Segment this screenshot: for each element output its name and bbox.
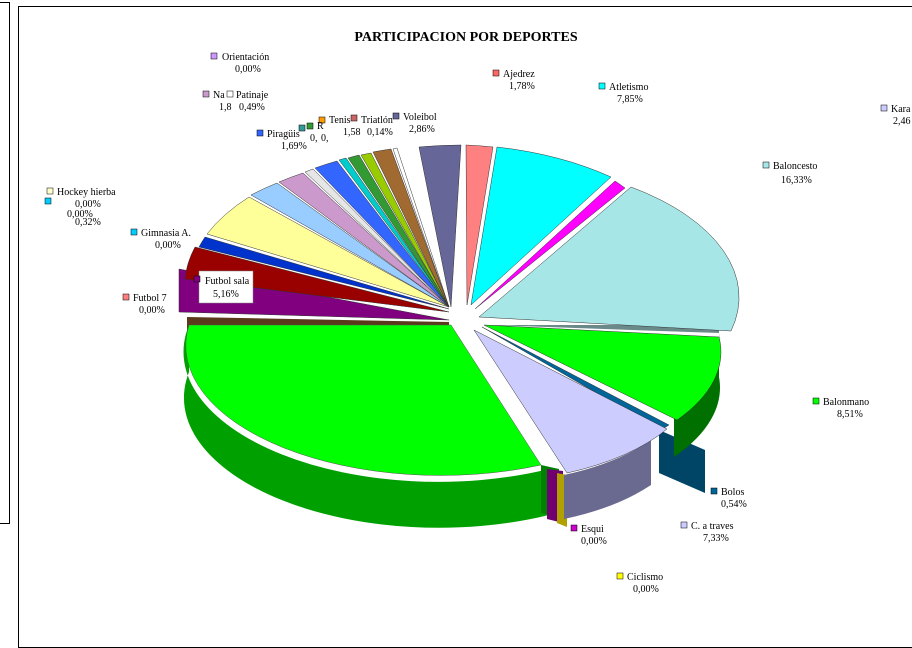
label-orientacion: Orientación	[222, 52, 269, 63]
key-futbol7	[122, 293, 130, 301]
value-futbol-sala: 5,16%	[213, 289, 239, 300]
label-box-futbol-sala	[198, 270, 254, 304]
key-ajedrez	[492, 69, 500, 77]
label-natacion: Na	[213, 90, 225, 101]
value-piraguismo: 1,69%	[281, 141, 307, 152]
value-hockey-hierba3: 0,32%	[75, 217, 101, 228]
slice-voleibol	[418, 144, 462, 308]
label-futbol-sala: Futbol sala	[205, 276, 250, 287]
label-hockey-hierba: Hockey hierba	[57, 187, 116, 198]
key-rugby	[306, 122, 314, 130]
slice-piraguismo	[314, 160, 450, 308]
key-esqui	[570, 524, 578, 532]
label-patinaje: Patinaje	[236, 90, 269, 101]
label-piraguismo: Piragüis	[267, 129, 300, 140]
label-gimnasia: Gimnasia A.	[141, 228, 191, 239]
chart-area: PARTICIPACION POR DEPORTES	[18, 6, 912, 648]
slice-orientacion	[278, 172, 450, 308]
label-atletismo: Atletismo	[609, 82, 648, 93]
value-triatlon1: 1,58	[343, 127, 361, 138]
key-karate	[880, 104, 888, 112]
key-balonmano	[812, 397, 820, 405]
key-natacion	[202, 90, 210, 98]
wall-cat	[564, 440, 651, 519]
label-esqui: Esqui	[581, 524, 604, 535]
label-tenis: Tenis	[329, 115, 351, 126]
key-c-a-traves	[680, 521, 688, 529]
value-balonmano: 8,51%	[837, 409, 863, 420]
slice-tenis	[360, 152, 450, 308]
key-hockey	[44, 197, 52, 205]
slice-atletismo	[470, 146, 612, 306]
key-atletismo	[598, 82, 606, 90]
key-tenis	[318, 116, 326, 124]
data-labels: Orientación 0,00% Na 1,8 Patinaje 0,49% …	[44, 52, 911, 595]
value-baloncesto: 16,33%	[781, 175, 812, 186]
label-voleibol: Voleibol	[403, 112, 437, 123]
slice-bolos	[481, 326, 670, 431]
pie-slices	[178, 144, 740, 476]
value-ciclismo: 0,00%	[633, 584, 659, 595]
label-rugby: R	[317, 121, 324, 132]
value-bolos: 0,54%	[721, 499, 747, 510]
slice-rugby	[347, 154, 450, 308]
left-panel-frame	[0, 2, 10, 524]
key-hockey-hierba	[46, 187, 54, 195]
key-bolos	[710, 487, 718, 495]
label-triatlon: Triatlón	[361, 115, 393, 126]
key-remo	[298, 124, 306, 132]
value-orientacion: 0,00%	[235, 64, 261, 75]
key-triatlon	[350, 114, 358, 122]
label-c-a-traves: C. a traves	[691, 521, 734, 532]
slice-futbol	[185, 324, 542, 476]
slice-badminton	[474, 180, 626, 310]
label-balonmano: Balonmano	[823, 397, 869, 408]
value-hockey-hierba1: 0,00%	[75, 199, 101, 210]
wall-bolos	[659, 430, 705, 493]
slice-natacion	[250, 182, 450, 308]
key-ciclismo	[616, 572, 624, 580]
key-voleibol	[392, 112, 400, 120]
label-baloncesto: Baloncesto	[773, 161, 817, 172]
value-hockey-hierba2: 0,00%	[67, 209, 93, 220]
key-piraguismo	[256, 129, 264, 137]
value-patinaje: 0,49%	[239, 102, 265, 113]
value-atletismo: 7,85%	[617, 94, 643, 105]
pie-chart: PARTICIPACION POR DEPORTES	[44, 30, 911, 595]
value-gimnasia: 0,00%	[155, 240, 181, 251]
value-triatlon2: 0,14%	[367, 127, 393, 138]
label-karate: Kara	[891, 104, 911, 115]
value-voleibol: 2,86%	[409, 124, 435, 135]
key-patinaje	[226, 90, 234, 98]
slice-triatlon2	[392, 147, 450, 308]
value-natacion: 1,8	[219, 102, 232, 113]
slice-remo	[338, 157, 450, 308]
value-esqui: 0,00%	[581, 536, 607, 547]
label-ajedrez: Ajedrez	[503, 69, 535, 80]
key-baloncesto	[762, 161, 770, 169]
value-ajedrez: 1,78%	[509, 81, 535, 92]
wall-green-big	[183, 325, 549, 528]
slice-hockey	[184, 246, 450, 313]
slice-judo	[198, 236, 450, 310]
slice-baloncesto	[478, 186, 740, 332]
slice-patinaje	[304, 168, 450, 308]
slice-triatlon	[372, 148, 450, 308]
value-c-a-traves: 7,33%	[703, 533, 729, 544]
chart-title: PARTICIPACION POR DEPORTES	[354, 30, 578, 45]
slice-karate	[206, 196, 450, 308]
value-futbol7: 0,00%	[139, 305, 165, 316]
key-gimnasia	[130, 228, 138, 236]
value-karate: 2,46	[893, 116, 911, 127]
key-futbol-sala	[193, 275, 201, 283]
slice-c-a-traves	[473, 329, 668, 474]
label-futbol7: Futbol 7	[133, 293, 167, 304]
value-rugby2: 0,	[321, 133, 329, 144]
label-bolos: Bolos	[721, 487, 744, 498]
label-ciclismo: Ciclismo	[627, 572, 663, 583]
slice-ajedrez	[465, 144, 494, 306]
key-orientacion	[210, 52, 218, 60]
value-rugby: 0,	[310, 133, 318, 144]
slice-balonmano	[483, 324, 722, 421]
